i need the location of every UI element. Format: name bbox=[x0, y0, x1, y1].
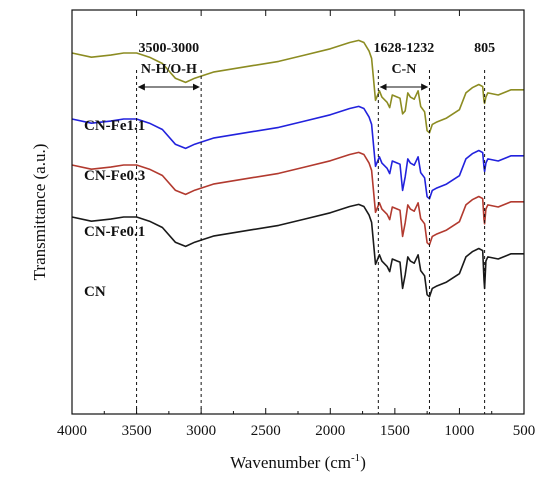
x-tick-label: 500 bbox=[513, 423, 536, 439]
band-assignment-label: C-N bbox=[391, 62, 416, 77]
band-range-label: 1628-1232 bbox=[374, 41, 435, 56]
series-line bbox=[71, 39, 524, 134]
band-annotation: 805 bbox=[474, 41, 495, 414]
series-label: CN-Fe0.3 bbox=[84, 168, 145, 184]
series-group: CN-Fe1.1 bbox=[71, 39, 524, 134]
ticks-layer: 4000 3500 3000 2500 2000 1500 1000 500 bbox=[57, 10, 535, 439]
x-axis-title: Wavenumber (cm-1) bbox=[230, 452, 366, 472]
series-group: CN-Fe0.3 bbox=[71, 105, 524, 200]
x-tick-label: 2500 bbox=[251, 423, 281, 439]
y-axis-title: Transmittance (a.u.) bbox=[30, 144, 49, 281]
plot-frame bbox=[71, 9, 525, 415]
x-tick-label: 1000 bbox=[444, 423, 474, 439]
series-group: CN-Fe0.1 bbox=[71, 151, 524, 246]
x-tick-label: 2000 bbox=[315, 423, 345, 439]
band-assignment-label: N-H/O-H bbox=[141, 62, 197, 77]
band-range-label: 805 bbox=[474, 41, 495, 56]
series-label: CN-Fe1.1 bbox=[84, 118, 145, 134]
series-label: CN bbox=[84, 284, 106, 300]
x-tick-label: 3500 bbox=[122, 423, 152, 439]
series-line bbox=[71, 151, 524, 246]
band-range-label: 3500-3000 bbox=[139, 41, 200, 56]
series-label: CN-Fe0.1 bbox=[84, 224, 145, 240]
band-annotation: 3500-3000 N-H/O-H bbox=[136, 41, 202, 414]
series-line bbox=[71, 105, 524, 200]
x-tick-label: 3000 bbox=[186, 423, 216, 439]
series-layer: CN CN-Fe0.1 CN-Fe0.3 CN-Fe1.1 bbox=[71, 39, 524, 300]
x-tick-label: 4000 bbox=[57, 423, 87, 439]
annotation-layer: 3500-3000 N-H/O-H 1628-1232 C-N 805 bbox=[136, 41, 495, 414]
x-tick-label: 1500 bbox=[380, 423, 410, 439]
series-line bbox=[71, 203, 524, 298]
series-group: CN bbox=[71, 203, 524, 300]
band-annotation: 1628-1232 C-N bbox=[374, 41, 435, 414]
